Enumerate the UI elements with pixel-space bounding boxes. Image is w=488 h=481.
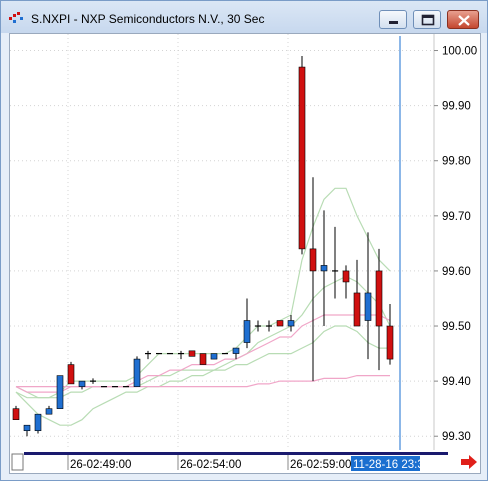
- price-tick-label: 99.70: [442, 211, 471, 223]
- time-axis-bar: [24, 452, 448, 455]
- time-tick-label: 26-02:49:00: [70, 459, 131, 471]
- candle-down: [276, 320, 284, 327]
- price-tick-label: 99.30: [442, 431, 471, 443]
- close-icon: [458, 15, 470, 26]
- price-tick-label: 99.80: [442, 156, 471, 168]
- candle-down: [342, 270, 350, 283]
- app-chart-icon: [9, 12, 23, 23]
- candle-up: [232, 347, 240, 354]
- price-tick-label: 99.90: [442, 101, 471, 113]
- price-tick-label: 99.60: [442, 266, 471, 278]
- candle-up: [56, 375, 64, 409]
- window-title: S.NXPI - NXP Semiconductors N.V., 30 Sec: [31, 12, 265, 26]
- price-chart[interactable]: 100.00 99.90 99.80 99.70 99.60 99.50 99.40 99.3…: [10, 34, 480, 473]
- chart-area[interactable]: 100.00 99.90 99.80 99.70 99.60 99.50 99.40 99.3…: [9, 33, 481, 474]
- minimize-button[interactable]: [379, 10, 407, 29]
- price-axis: 100.00 99.90 99.80 99.70 99.60 99.50 99.40 99.3…: [434, 46, 477, 443]
- candle-up: [45, 408, 53, 415]
- price-tick-label: 99.40: [442, 376, 471, 388]
- price-tick-label: 99.50: [442, 321, 471, 333]
- band-lower-line: [15, 325, 390, 426]
- bollinger-bands: [15, 187, 391, 426]
- candle-up: [78, 380, 86, 387]
- candle-down: [386, 325, 394, 360]
- candles: [12, 56, 394, 437]
- time-tick-label: 26-02:54:00: [180, 459, 241, 471]
- candle-up: [23, 424, 31, 432]
- candle-up: [210, 353, 218, 360]
- candle-down: [309, 248, 317, 272]
- maximize-button[interactable]: [413, 10, 441, 29]
- candle-down: [67, 364, 75, 385]
- price-tick-label: 100.00: [442, 46, 477, 58]
- close-button[interactable]: [447, 10, 479, 29]
- minimize-icon: [389, 21, 398, 24]
- cursor-time-label-box: [351, 456, 420, 471]
- band-middle-line: [15, 275, 391, 399]
- title-bar[interactable]: S.NXPI - NXP Semiconductors N.V., 30 Sec: [1, 1, 487, 33]
- candle-down: [12, 408, 20, 420]
- candle-up: [320, 265, 328, 272]
- time-axis: 26-02:49:00 26-02:54:00 26-02:59:00: [67, 455, 351, 471]
- candle-up: [364, 292, 372, 321]
- scroll-right-arrow-icon[interactable]: [461, 455, 477, 469]
- candle-up: [243, 320, 251, 343]
- candle-up: [133, 358, 141, 387]
- candle-down: [298, 66, 306, 250]
- candle-down: [375, 270, 383, 327]
- cursor-time-label: 11-28-16 23:34:00: [353, 459, 446, 471]
- grid: [10, 34, 434, 450]
- candle-down: [188, 350, 196, 357]
- slow-ma-line: [16, 375, 390, 388]
- maximize-icon: [421, 14, 435, 26]
- candle-down: [199, 353, 207, 365]
- candle-up: [287, 320, 295, 327]
- time-tick-label: 26-02:59:00: [290, 459, 351, 471]
- time-axis-start-marker[interactable]: [11, 453, 24, 471]
- candle-down: [353, 292, 361, 327]
- candle-up: [34, 413, 42, 432]
